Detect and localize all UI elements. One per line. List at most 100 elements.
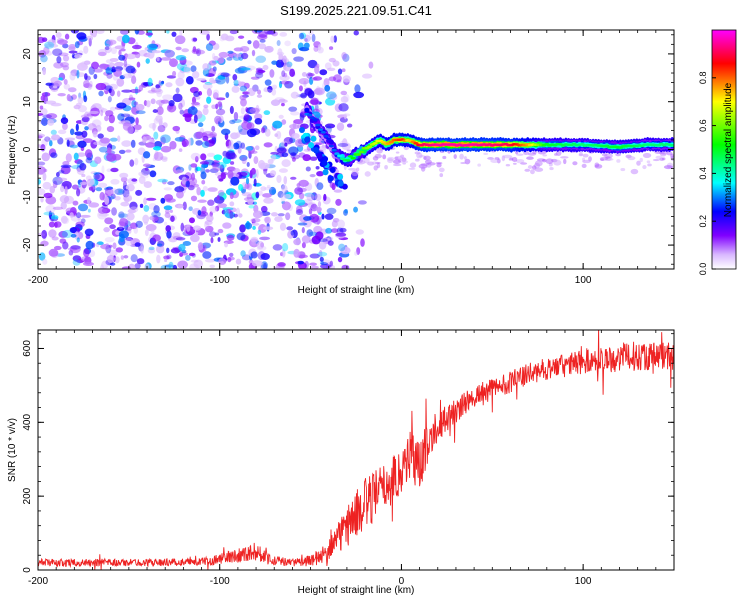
noise-blob — [423, 155, 431, 161]
noise-blob — [338, 103, 349, 112]
noise-blob — [212, 164, 223, 171]
noise-blob — [134, 52, 141, 59]
noise-blob — [77, 203, 89, 212]
noise-blob — [169, 140, 177, 150]
noise-blob — [164, 194, 174, 201]
noise-blob — [642, 152, 652, 159]
noise-blob — [209, 131, 218, 138]
noise-blob — [207, 187, 218, 193]
noise-blob — [188, 252, 196, 257]
noise-blob — [459, 153, 464, 160]
noise-blob — [301, 72, 307, 77]
noise-blob — [43, 211, 53, 216]
noise-blob — [86, 35, 94, 41]
noise-blob — [129, 159, 135, 167]
noise-blob — [337, 256, 343, 263]
noise-blob — [353, 91, 365, 99]
noise-blob — [161, 179, 167, 185]
noise-blob — [277, 99, 288, 104]
ridge-cell — [669, 144, 674, 147]
noise-blob — [105, 59, 113, 64]
noise-blob — [281, 70, 286, 78]
noise-blob — [77, 216, 81, 221]
noise-blob — [262, 193, 272, 198]
noise-blob — [416, 152, 423, 159]
noise-blob — [250, 76, 260, 80]
noise-blob — [189, 263, 199, 269]
noise-blob — [193, 90, 201, 97]
noise-blob — [190, 172, 196, 181]
noise-blob — [233, 142, 240, 150]
noise-blob — [267, 85, 273, 93]
noise-blob — [278, 114, 284, 119]
noise-blob — [79, 214, 91, 218]
noise-blob — [142, 214, 150, 224]
noise-blob — [76, 212, 82, 219]
y-tick-label: -20 — [22, 237, 33, 252]
snr-panel: -200 -100 0 100 0 200 400 600 Height of straig… — [7, 329, 675, 596]
noise-blob — [156, 90, 163, 98]
ridge-blob — [341, 183, 348, 190]
snr-x-axis: -200 -100 0 100 — [28, 330, 675, 587]
noise-blob — [65, 153, 72, 163]
noise-blob — [340, 246, 351, 255]
noise-blob — [253, 156, 259, 165]
noise-blob — [106, 147, 112, 155]
noise-blob — [235, 258, 242, 265]
noise-blob — [69, 212, 74, 219]
noise-blob — [78, 105, 88, 113]
noise-blob — [199, 30, 210, 35]
noise-blob — [171, 31, 177, 37]
noise-blob — [296, 183, 301, 188]
noise-blob — [342, 75, 351, 83]
noise-blob — [216, 97, 226, 101]
noise-blob — [636, 160, 641, 166]
noise-blob — [463, 156, 467, 160]
noise-blob — [180, 222, 185, 232]
noise-blob — [290, 230, 295, 236]
noise-blob — [84, 111, 89, 119]
noise-blob — [240, 107, 245, 115]
y-tick-label: 0 — [22, 146, 33, 152]
noise-blob — [100, 63, 110, 68]
noise-blob — [174, 35, 186, 45]
noise-blob — [218, 178, 224, 182]
noise-blob — [220, 33, 229, 41]
noise-blob — [211, 104, 217, 110]
noise-blob — [212, 89, 220, 98]
noise-blob — [85, 240, 94, 250]
colorbar-tick-label: 0.2 — [698, 215, 708, 228]
noise-blob — [323, 193, 327, 202]
noise-blob — [174, 186, 185, 193]
noise-blob — [202, 131, 214, 137]
noise-blob — [165, 225, 172, 232]
ridge-cell — [345, 159, 351, 162]
noise-blob — [41, 229, 48, 239]
noise-blob — [156, 106, 164, 115]
noise-blob — [477, 163, 481, 167]
noise-blob — [60, 215, 68, 224]
noise-blob — [60, 117, 69, 125]
spectrogram-noise-layer — [38, 30, 674, 269]
noise-blob — [303, 216, 312, 221]
noise-blob — [340, 140, 346, 146]
noise-blob — [131, 75, 137, 85]
spectrogram-x-label: Height of straight line (km) — [298, 285, 415, 296]
noise-blob — [299, 112, 305, 122]
snr-y-label: SNR (10 * v/v) — [7, 418, 18, 482]
noise-blob — [306, 229, 314, 237]
noise-blob — [281, 102, 285, 107]
noise-blob — [166, 30, 170, 34]
noise-blob — [199, 161, 210, 165]
noise-blob — [297, 260, 304, 265]
noise-blob — [172, 125, 181, 132]
noise-blob — [256, 94, 263, 98]
noise-blob — [572, 161, 578, 166]
noise-blob — [515, 159, 525, 164]
noise-blob — [70, 233, 77, 238]
noise-blob — [67, 87, 77, 93]
noise-blob — [179, 109, 185, 115]
noise-blob — [125, 183, 135, 192]
noise-blob — [238, 174, 247, 179]
noise-blob — [50, 215, 59, 220]
